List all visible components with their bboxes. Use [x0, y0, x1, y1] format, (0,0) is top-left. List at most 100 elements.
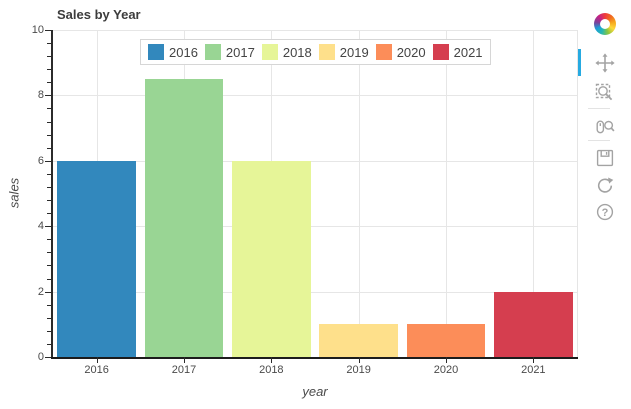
y-minor-tick	[47, 43, 51, 45]
legend-label-2018: 2018	[282, 44, 312, 60]
bar-2020	[406, 324, 486, 357]
y-minor-tick	[47, 82, 51, 84]
y-minor-tick	[47, 330, 51, 332]
y-minor-tick	[47, 121, 51, 123]
legend-entry-2016: 2016	[148, 44, 198, 60]
y-minor-tick	[47, 252, 51, 254]
legend: 2016 2017 2018 2019 2020 2021	[140, 39, 491, 65]
gridline-horizontal-8	[53, 95, 577, 97]
y-minor-tick	[47, 147, 51, 149]
y-minor-tick	[47, 265, 51, 267]
x-axis-line	[51, 357, 578, 359]
x-tick-label-2016: 2016	[84, 364, 109, 376]
bar-2018	[232, 160, 311, 357]
x-major-tick-2021	[533, 357, 535, 363]
y-minor-tick	[47, 200, 51, 202]
y-minor-tick	[47, 186, 51, 188]
x-major-tick-2016	[96, 357, 98, 363]
y-major-tick-4	[45, 226, 51, 228]
y-minor-tick	[47, 173, 51, 175]
gridline-horizontal-10	[53, 30, 577, 31]
reset-button[interactable]	[578, 171, 631, 198]
legend-label-2019: 2019	[339, 44, 369, 60]
legend-entry-2019: 2019	[318, 44, 369, 60]
y-minor-tick	[47, 108, 51, 110]
y-major-tick-10	[45, 30, 51, 31]
tool-divider	[588, 108, 610, 109]
reset-icon	[595, 175, 615, 195]
plot-right-border	[577, 30, 578, 357]
x-major-tick-2018	[271, 357, 273, 363]
y-minor-tick	[47, 69, 51, 71]
y-minor-tick	[47, 239, 51, 241]
legend-entry-2020: 2020	[375, 44, 426, 60]
x-tick-label-2019: 2019	[346, 364, 371, 376]
x-major-tick-2017	[184, 357, 185, 363]
pan-icon	[594, 52, 615, 73]
pan-button[interactable]	[578, 49, 631, 76]
bokeh-logo-icon[interactable]	[594, 13, 616, 35]
y-minor-tick	[47, 56, 51, 58]
svg-text:?: ?	[601, 207, 608, 219]
x-tick-label-2017: 2017	[171, 364, 197, 376]
box-zoom-button[interactable]	[578, 79, 631, 106]
help-button[interactable]: ?	[578, 198, 631, 225]
y-axis-line	[51, 30, 53, 357]
y-tick-label-6: 6	[37, 154, 44, 167]
legend-swatch-2018	[261, 44, 278, 60]
x-major-tick-2020	[446, 357, 447, 363]
legend-swatch-2020	[375, 44, 392, 60]
y-minor-tick	[47, 134, 51, 136]
y-minor-tick	[47, 278, 51, 280]
legend-swatch-2021	[432, 44, 449, 60]
gridline-vertical-2020	[446, 30, 447, 357]
gridline-horizontal-4	[53, 226, 577, 228]
y-major-tick-0	[45, 357, 51, 358]
x-tick-label-2020: 2020	[433, 364, 459, 376]
legend-swatch-2016	[148, 44, 164, 60]
y-major-tick-8	[45, 95, 51, 97]
y-axis-label: sales	[6, 177, 22, 209]
y-tick-label-4: 4	[37, 220, 44, 233]
y-minor-tick	[47, 317, 51, 319]
y-major-tick-6	[45, 160, 51, 162]
legend-entry-2017: 2017	[204, 44, 255, 60]
gridline-vertical-2019	[358, 30, 360, 357]
y-minor-tick	[47, 213, 51, 215]
y-minor-tick	[47, 304, 51, 306]
legend-label-2021: 2021	[453, 44, 483, 60]
save-button[interactable]	[578, 144, 631, 171]
help-icon: ?	[595, 202, 615, 222]
bar-2017	[144, 79, 224, 357]
x-tick-label-2021: 2021	[521, 364, 546, 376]
gridline-horizontal-2	[53, 291, 577, 293]
plot-area[interactable]	[53, 30, 577, 357]
legend-label-2020: 2020	[396, 44, 426, 60]
x-axis-label: year	[302, 384, 328, 399]
bar-2016	[57, 160, 136, 357]
gridline-horizontal-6	[53, 160, 577, 162]
legend-swatch-2017	[204, 44, 221, 60]
gridline-vertical-2021	[533, 30, 535, 357]
bar-2019	[319, 324, 398, 357]
y-tick-label-10: 10	[31, 24, 44, 36]
bar-2021	[494, 291, 573, 357]
toolbar: ?	[578, 0, 631, 235]
wheel-zoom-button[interactable]	[578, 112, 631, 139]
save-icon	[595, 148, 615, 168]
legend-entry-2021: 2021	[432, 44, 483, 60]
box-zoom-icon	[595, 83, 615, 103]
x-major-tick-2019	[358, 357, 360, 363]
wheel-zoom-icon	[595, 116, 615, 136]
legend-label-2017: 2017	[225, 44, 255, 60]
active-tool-indicator	[578, 49, 581, 76]
chart-title: Sales by Year	[57, 7, 141, 22]
y-tick-label-0: 0	[37, 351, 44, 363]
legend-swatch-2019	[318, 44, 335, 60]
tool-divider	[588, 140, 610, 141]
y-minor-tick	[47, 343, 51, 345]
legend-entry-2018: 2018	[261, 44, 312, 60]
y-tick-label-2: 2	[37, 285, 44, 298]
x-tick-label-2018: 2018	[259, 364, 284, 376]
